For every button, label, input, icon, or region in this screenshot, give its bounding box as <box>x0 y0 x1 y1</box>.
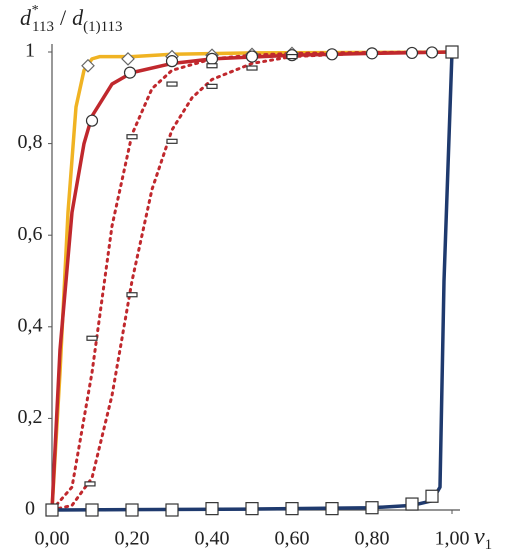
square-marker <box>325 502 339 516</box>
square-marker <box>85 503 99 517</box>
y-tick-label: 0 <box>25 498 35 520</box>
y-tick-label: 0,6 <box>18 223 43 245</box>
square-marker <box>425 489 439 503</box>
square-marker <box>445 45 459 59</box>
dash-marker <box>206 63 218 69</box>
dash-marker <box>126 292 138 298</box>
series-line <box>50 50 454 512</box>
x-label-part: 1 <box>485 537 493 553</box>
y-label-part: 113 <box>32 19 54 35</box>
series-line <box>50 50 454 512</box>
y-label-part: (1)113 <box>83 19 122 35</box>
series-line <box>50 50 454 512</box>
circle-marker <box>123 66 137 79</box>
square-marker <box>205 502 219 516</box>
dash-marker <box>166 138 178 144</box>
y-label-part: / <box>60 5 67 30</box>
y-tick-label: 0,8 <box>18 131 43 153</box>
y-label-part: d <box>20 5 32 30</box>
circle-marker <box>165 55 179 68</box>
y-tick-label: 1 <box>25 40 35 62</box>
square-marker <box>285 502 299 516</box>
square-marker <box>405 497 419 511</box>
circle-marker <box>405 46 419 60</box>
dash-marker <box>166 81 178 87</box>
circle-marker <box>245 50 259 63</box>
square-marker <box>165 503 179 517</box>
y-label-part: d <box>72 5 84 30</box>
square-marker <box>125 503 139 517</box>
x-tick-label: 0,20 <box>115 528 150 550</box>
dash-marker <box>126 134 138 140</box>
square-marker <box>365 501 379 515</box>
series-line <box>50 50 454 512</box>
dash-marker <box>246 65 258 71</box>
square-marker <box>245 502 259 516</box>
diamond-marker <box>121 52 135 66</box>
x-tick-label: 0,60 <box>275 528 310 550</box>
circle-marker <box>425 46 439 59</box>
dash-marker <box>286 53 298 60</box>
diamond-marker <box>81 58 95 73</box>
circle-marker <box>85 114 99 127</box>
circle-marker <box>205 52 219 65</box>
x-tick-label: 0,80 <box>355 528 390 550</box>
x-axis-label: v1 <box>474 524 492 554</box>
x-tick-label: 0,40 <box>195 528 230 550</box>
y-tick-label: 0,4 <box>18 314 43 336</box>
y-tick-label: 0,2 <box>18 406 43 428</box>
series-line <box>50 50 454 512</box>
circle-marker <box>325 48 339 61</box>
y-label-part: * <box>31 3 38 18</box>
x-tick-label: 0,00 <box>35 528 70 550</box>
dash-marker <box>86 335 98 341</box>
circle-marker <box>365 47 379 60</box>
x-tick-label: 1,00 <box>435 528 470 550</box>
y-axis-label: d* 113/d(1)113 <box>20 3 123 35</box>
square-marker <box>45 503 59 517</box>
x-label-part: v <box>474 524 485 550</box>
dash-marker <box>206 83 218 89</box>
dash-marker <box>84 481 96 487</box>
